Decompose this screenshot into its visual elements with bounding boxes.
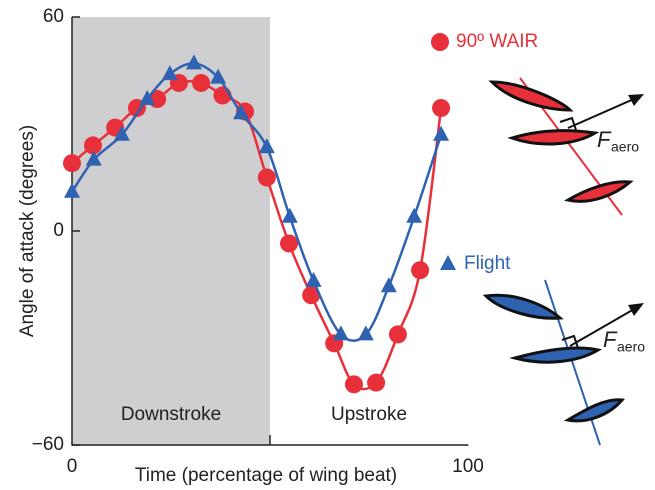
legend-marker [431, 33, 449, 51]
data-point [258, 169, 276, 187]
data-point [84, 136, 102, 154]
data-point [63, 154, 81, 172]
x-axis-title: Time (percentage of wing beat) [135, 465, 397, 486]
data-point [381, 277, 397, 292]
data-point [306, 272, 322, 287]
force-subscript: aero [617, 339, 645, 355]
data-point [411, 261, 429, 279]
data-point [432, 99, 450, 117]
data-point [345, 375, 363, 393]
y-axis-title: Angle of attack (degrees) [17, 125, 38, 337]
data-point [192, 74, 210, 92]
legend-label: 90º WAIR [456, 31, 538, 52]
data-point [433, 126, 449, 141]
chart: DownstrokeUpstroke600−60010090º WAIRFlig… [0, 0, 655, 490]
data-point [367, 374, 385, 392]
data-point [280, 234, 298, 252]
x-tick-label: 0 [67, 456, 78, 477]
y-tick-label: 0 [53, 220, 64, 241]
y-tick-label: 60 [43, 6, 64, 27]
data-point [389, 325, 407, 343]
force-label: F [597, 127, 612, 152]
legend-marker [440, 255, 456, 270]
force-subscript: aero [611, 139, 639, 155]
data-point [282, 208, 298, 223]
data-point [406, 208, 422, 223]
wing-diagram-flight [486, 280, 644, 445]
y-tick-label: −60 [32, 434, 64, 455]
x-tick-label: 100 [452, 456, 484, 477]
region-label: Downstroke [121, 404, 221, 425]
legend-label: Flight [464, 253, 511, 274]
region-label: Upstroke [331, 404, 407, 425]
force-label: F [603, 327, 618, 352]
